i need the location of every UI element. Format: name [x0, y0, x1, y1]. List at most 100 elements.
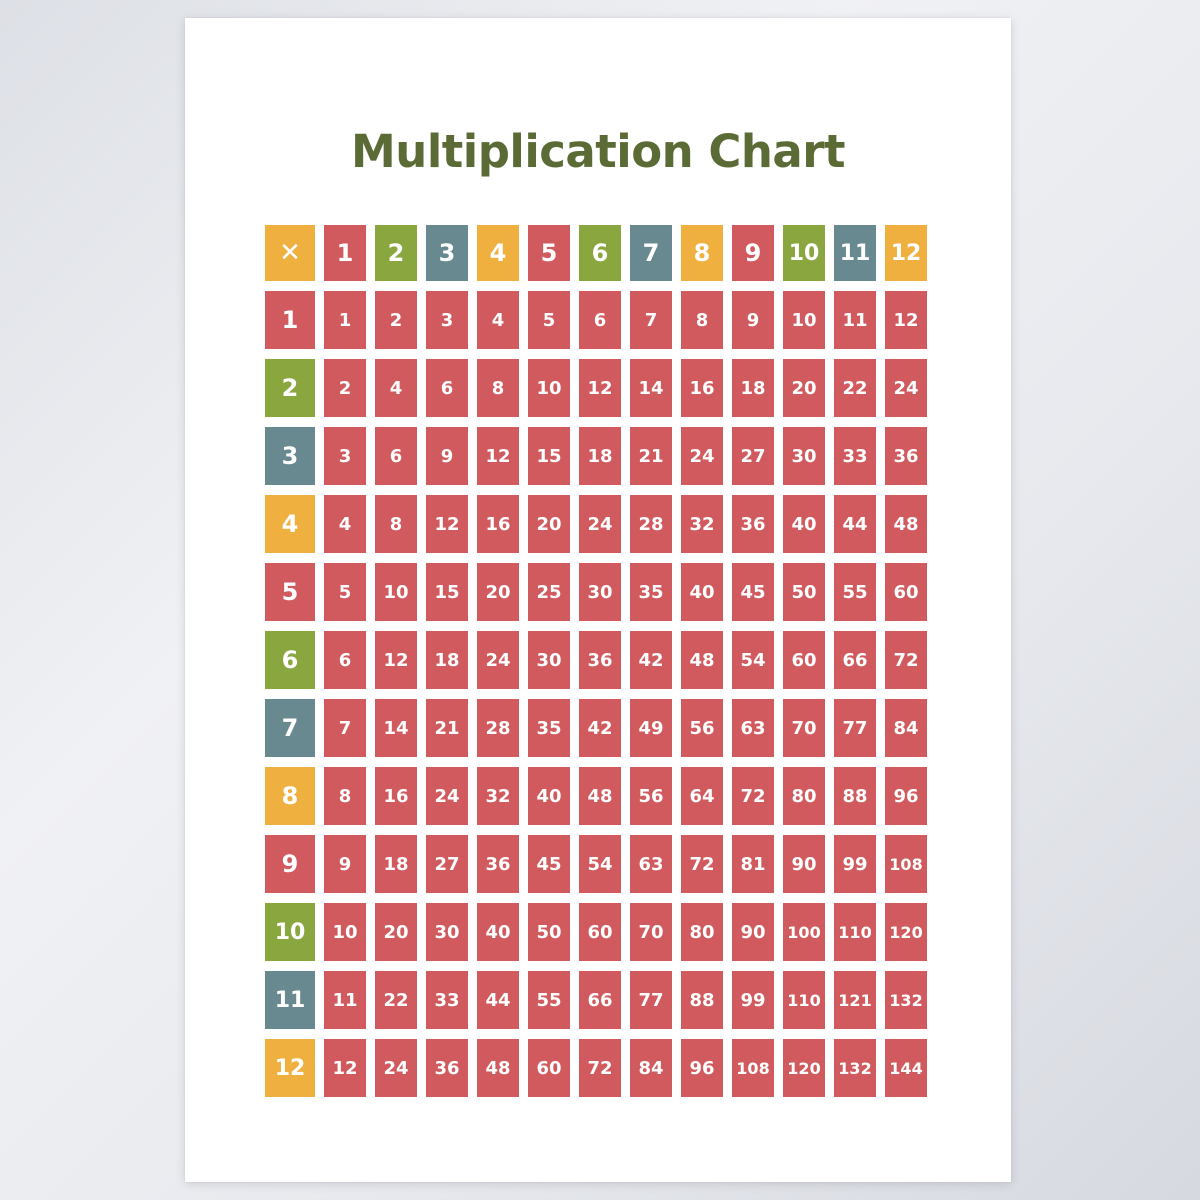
product-cell: 18 [732, 359, 774, 417]
product-cell: 21 [630, 427, 672, 485]
product-cell: 12 [426, 495, 468, 553]
product-cell: 27 [732, 427, 774, 485]
product-cell: 12 [885, 291, 927, 349]
product-cell: 33 [426, 971, 468, 1029]
product-cell: 48 [681, 631, 723, 689]
product-cell: 6 [375, 427, 417, 485]
column-header-2: 2 [375, 225, 417, 281]
product-cell: 8 [681, 291, 723, 349]
product-cell: 12 [375, 631, 417, 689]
column-header-10: 10 [783, 225, 825, 281]
product-cell: 45 [732, 563, 774, 621]
column-header-5: 5 [528, 225, 570, 281]
product-cell: 30 [426, 903, 468, 961]
product-cell: 18 [375, 835, 417, 893]
product-cell: 45 [528, 835, 570, 893]
product-cell: 54 [579, 835, 621, 893]
product-cell: 108 [885, 835, 927, 893]
product-cell: 18 [426, 631, 468, 689]
product-cell: 60 [528, 1039, 570, 1097]
product-cell: 88 [834, 767, 876, 825]
product-cell: 80 [681, 903, 723, 961]
product-cell: 9 [732, 291, 774, 349]
product-cell: 120 [783, 1039, 825, 1097]
row-header-6: 6 [265, 631, 315, 689]
product-cell: 56 [681, 699, 723, 757]
product-cell: 10 [783, 291, 825, 349]
product-cell: 25 [528, 563, 570, 621]
product-cell: 5 [528, 291, 570, 349]
product-cell: 70 [783, 699, 825, 757]
product-cell: 55 [528, 971, 570, 1029]
product-cell: 7 [630, 291, 672, 349]
product-cell: 99 [834, 835, 876, 893]
row-header-10: 10 [265, 903, 315, 961]
product-cell: 6 [426, 359, 468, 417]
product-cell: 33 [834, 427, 876, 485]
product-cell: 20 [477, 563, 519, 621]
product-cell: 2 [375, 291, 417, 349]
row-header-12: 12 [265, 1039, 315, 1097]
product-cell: 9 [426, 427, 468, 485]
product-cell: 22 [834, 359, 876, 417]
product-cell: 2 [324, 359, 366, 417]
row-header-9: 9 [265, 835, 315, 893]
product-cell: 40 [528, 767, 570, 825]
row-header-1: 1 [265, 291, 315, 349]
product-cell: 70 [630, 903, 672, 961]
product-cell: 15 [426, 563, 468, 621]
product-cell: 15 [528, 427, 570, 485]
product-cell: 27 [426, 835, 468, 893]
row-header-3: 3 [265, 427, 315, 485]
product-cell: 30 [579, 563, 621, 621]
product-cell: 28 [477, 699, 519, 757]
row-header-11: 11 [265, 971, 315, 1029]
product-cell: 44 [834, 495, 876, 553]
product-cell: 8 [477, 359, 519, 417]
row-header-4: 4 [265, 495, 315, 553]
product-cell: 16 [477, 495, 519, 553]
product-cell: 30 [783, 427, 825, 485]
product-cell: 12 [324, 1039, 366, 1097]
poster: Multiplication Chart ✕ 1 2 3 4 5 6 7 8 9 10 11 12 1 1 2… [185, 18, 1011, 1182]
product-cell: 10 [324, 903, 366, 961]
product-cell: 63 [732, 699, 774, 757]
product-cell: 40 [477, 903, 519, 961]
column-header-7: 7 [630, 225, 672, 281]
column-header-11: 11 [834, 225, 876, 281]
product-cell: 9 [324, 835, 366, 893]
product-cell: 3 [324, 427, 366, 485]
product-cell: 36 [426, 1039, 468, 1097]
multiply-symbol-icon: ✕ [265, 225, 315, 281]
product-cell: 10 [528, 359, 570, 417]
product-cell: 100 [783, 903, 825, 961]
product-cell: 14 [375, 699, 417, 757]
product-cell: 8 [375, 495, 417, 553]
product-cell: 18 [579, 427, 621, 485]
column-header-12: 12 [885, 225, 927, 281]
product-cell: 11 [834, 291, 876, 349]
product-cell: 24 [375, 1039, 417, 1097]
product-cell: 6 [579, 291, 621, 349]
product-cell: 4 [375, 359, 417, 417]
page-title: Multiplication Chart [351, 125, 845, 178]
row-header-8: 8 [265, 767, 315, 825]
product-cell: 110 [783, 971, 825, 1029]
product-cell: 11 [324, 971, 366, 1029]
product-cell: 50 [528, 903, 570, 961]
product-cell: 132 [834, 1039, 876, 1097]
product-cell: 110 [834, 903, 876, 961]
product-cell: 1 [324, 291, 366, 349]
product-cell: 42 [630, 631, 672, 689]
product-cell: 8 [324, 767, 366, 825]
product-cell: 44 [477, 971, 519, 1029]
product-cell: 99 [732, 971, 774, 1029]
product-cell: 66 [834, 631, 876, 689]
product-cell: 30 [528, 631, 570, 689]
product-cell: 90 [732, 903, 774, 961]
product-cell: 81 [732, 835, 774, 893]
product-cell: 66 [579, 971, 621, 1029]
product-cell: 21 [426, 699, 468, 757]
product-cell: 132 [885, 971, 927, 1029]
column-header-3: 3 [426, 225, 468, 281]
